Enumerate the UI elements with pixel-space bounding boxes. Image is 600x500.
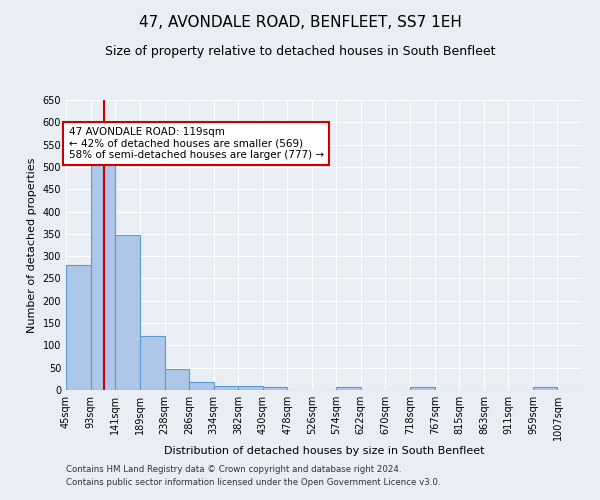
Bar xyxy=(189,382,214,390)
Y-axis label: Number of detached properties: Number of detached properties xyxy=(27,158,37,332)
Bar xyxy=(263,388,287,390)
Text: 47 AVONDALE ROAD: 119sqm
← 42% of detached houses are smaller (569)
58% of semi-: 47 AVONDALE ROAD: 119sqm ← 42% of detach… xyxy=(68,127,323,160)
Bar xyxy=(336,388,361,390)
Text: 47, AVONDALE ROAD, BENFLEET, SS7 1EH: 47, AVONDALE ROAD, BENFLEET, SS7 1EH xyxy=(139,15,461,30)
Bar xyxy=(214,386,238,390)
Text: Contains public sector information licensed under the Open Government Licence v3: Contains public sector information licen… xyxy=(66,478,440,487)
Bar xyxy=(164,368,189,390)
Bar xyxy=(115,234,140,390)
Bar xyxy=(410,388,435,390)
X-axis label: Distribution of detached houses by size in South Benfleet: Distribution of detached houses by size … xyxy=(164,446,484,456)
Bar xyxy=(533,388,557,390)
Bar xyxy=(140,336,164,390)
Text: Size of property relative to detached houses in South Benfleet: Size of property relative to detached ho… xyxy=(105,45,495,58)
Bar xyxy=(66,265,91,390)
Bar xyxy=(91,156,115,390)
Text: Contains HM Land Registry data © Crown copyright and database right 2024.: Contains HM Land Registry data © Crown c… xyxy=(66,466,401,474)
Bar xyxy=(238,386,263,390)
